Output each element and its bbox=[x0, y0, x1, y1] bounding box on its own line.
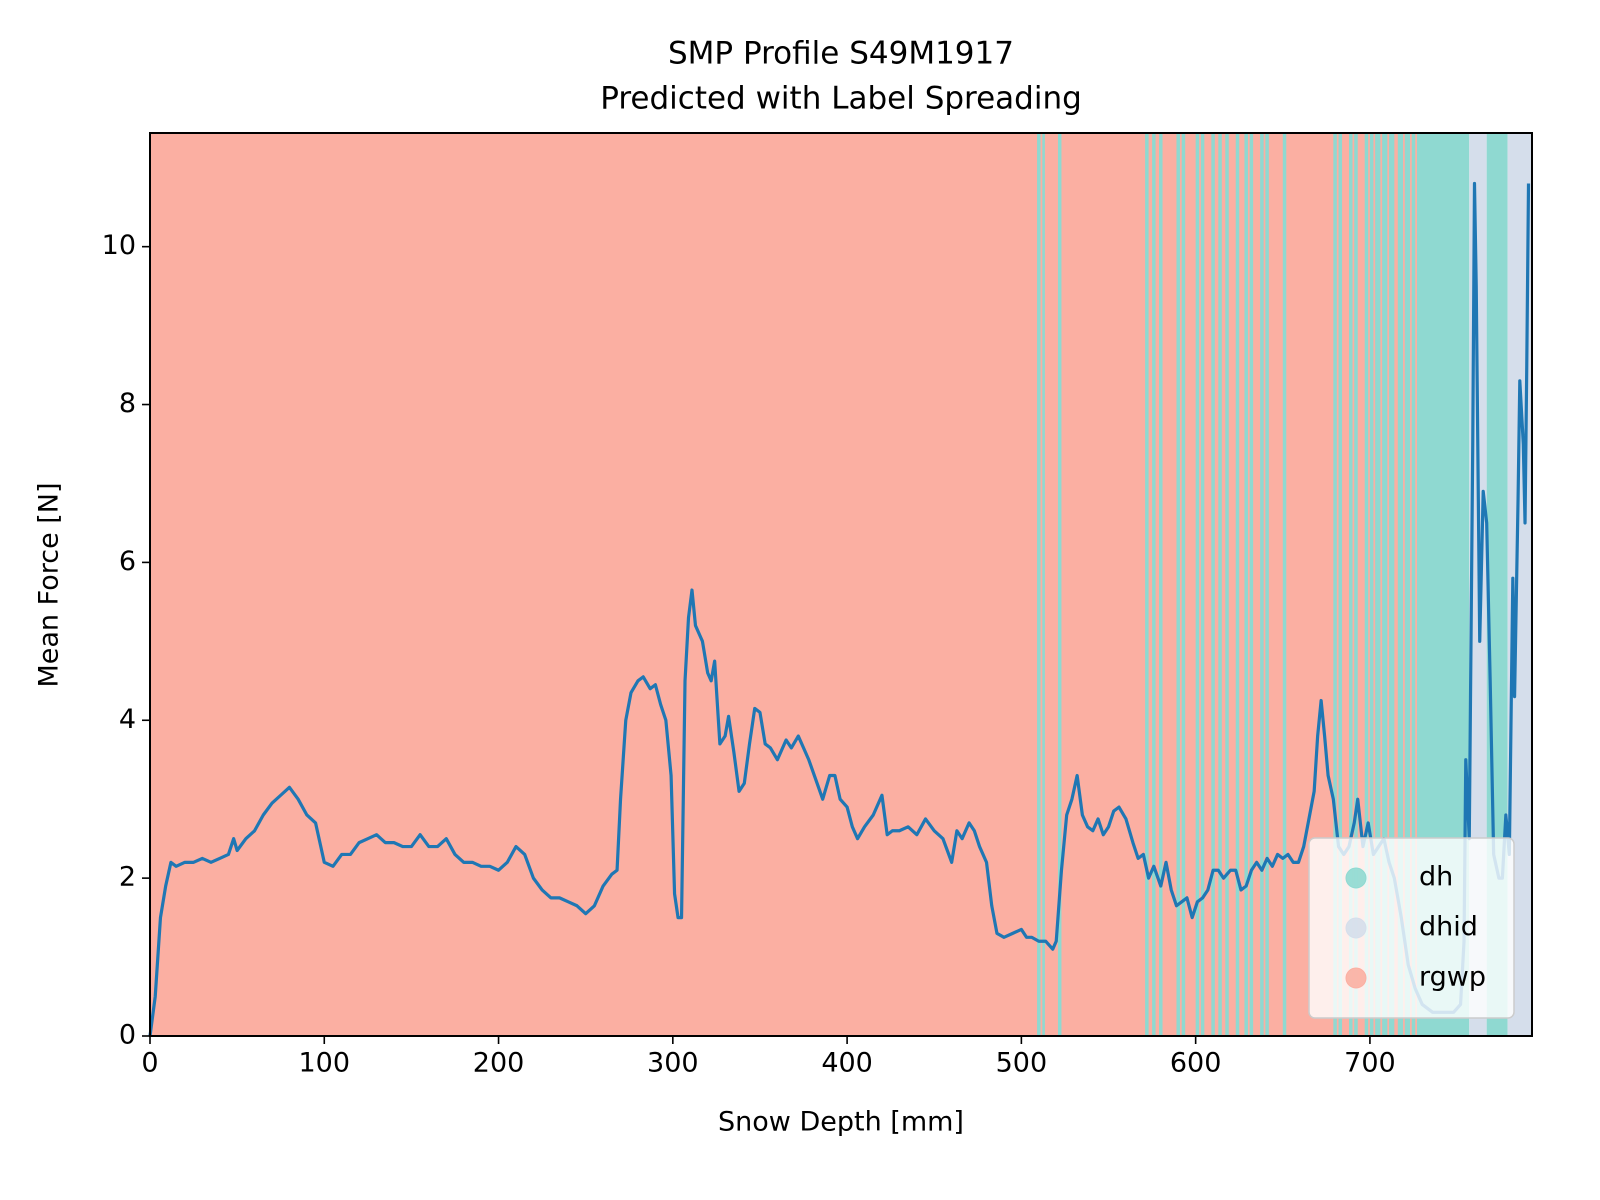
class-band bbox=[1389, 133, 1395, 1036]
legend-label: rgwp bbox=[1419, 962, 1486, 993]
class-band bbox=[1244, 133, 1248, 1036]
y-tick-label: 6 bbox=[119, 546, 136, 577]
y-tick-label: 8 bbox=[119, 388, 136, 419]
y-tick-label: 4 bbox=[119, 704, 136, 735]
class-band bbox=[1349, 133, 1353, 1036]
x-tick-label: 300 bbox=[647, 1048, 699, 1079]
plot bbox=[148, 181, 1531, 1037]
class-band bbox=[1404, 133, 1411, 1036]
x-tick-label: 500 bbox=[996, 1048, 1048, 1079]
class-bands bbox=[150, 133, 1532, 1036]
y-tick-label: 0 bbox=[119, 1020, 136, 1051]
class-band bbox=[1195, 133, 1200, 1036]
x-tick-label: 700 bbox=[1344, 1048, 1396, 1079]
class-band bbox=[1411, 133, 1416, 1036]
class-band bbox=[1200, 133, 1205, 1036]
class-band bbox=[1042, 133, 1045, 1036]
class-band bbox=[1181, 133, 1186, 1036]
class-band bbox=[1249, 133, 1254, 1036]
x-tick-label: 0 bbox=[141, 1048, 158, 1079]
class-band bbox=[1176, 133, 1180, 1036]
legend-marker bbox=[1345, 967, 1367, 989]
x-tick-label: 100 bbox=[299, 1048, 351, 1079]
data-line bbox=[148, 181, 1531, 1037]
y-tick-label: 2 bbox=[119, 862, 136, 893]
x-tick-label: 600 bbox=[1170, 1048, 1222, 1079]
legend: dh dhid rgwp bbox=[1308, 837, 1515, 1019]
class-band bbox=[1282, 133, 1287, 1036]
x-tick-label: 200 bbox=[473, 1048, 525, 1079]
class-band bbox=[1397, 133, 1404, 1036]
class-band bbox=[1225, 133, 1229, 1036]
class-band bbox=[150, 133, 1417, 1036]
class-band bbox=[1364, 133, 1369, 1036]
class-band bbox=[1338, 133, 1343, 1036]
class-band bbox=[1159, 133, 1163, 1036]
class-band bbox=[1375, 133, 1381, 1036]
class-band bbox=[1382, 133, 1388, 1036]
class-band bbox=[1152, 133, 1156, 1036]
class-band bbox=[1235, 133, 1240, 1036]
x-tick-label: 400 bbox=[821, 1048, 873, 1079]
class-band bbox=[1369, 133, 1374, 1036]
class-band bbox=[1211, 133, 1215, 1036]
class-band bbox=[1354, 133, 1358, 1036]
chart-subtitle: Predicted with Label Spreading bbox=[600, 81, 1082, 117]
x-axis-label: Snow Depth [mm] bbox=[718, 1107, 964, 1138]
plot-frame bbox=[149, 132, 1533, 1037]
y-tick-label: 10 bbox=[102, 230, 136, 261]
class-band bbox=[1145, 133, 1149, 1036]
legend-marker bbox=[1345, 917, 1367, 939]
legend-marker bbox=[1345, 867, 1367, 889]
class-band bbox=[1218, 133, 1222, 1036]
class-band bbox=[1057, 133, 1062, 1036]
y-axis-label: Mean Force [N] bbox=[34, 482, 65, 687]
chart-title: SMP Profile S49M1917 bbox=[668, 36, 1014, 72]
class-band bbox=[1260, 133, 1264, 1036]
class-band bbox=[1265, 133, 1269, 1036]
class-band bbox=[1333, 133, 1337, 1036]
legend-label: dh bbox=[1419, 862, 1453, 893]
legend-label: dhid bbox=[1419, 912, 1478, 943]
class-band bbox=[1037, 133, 1041, 1036]
